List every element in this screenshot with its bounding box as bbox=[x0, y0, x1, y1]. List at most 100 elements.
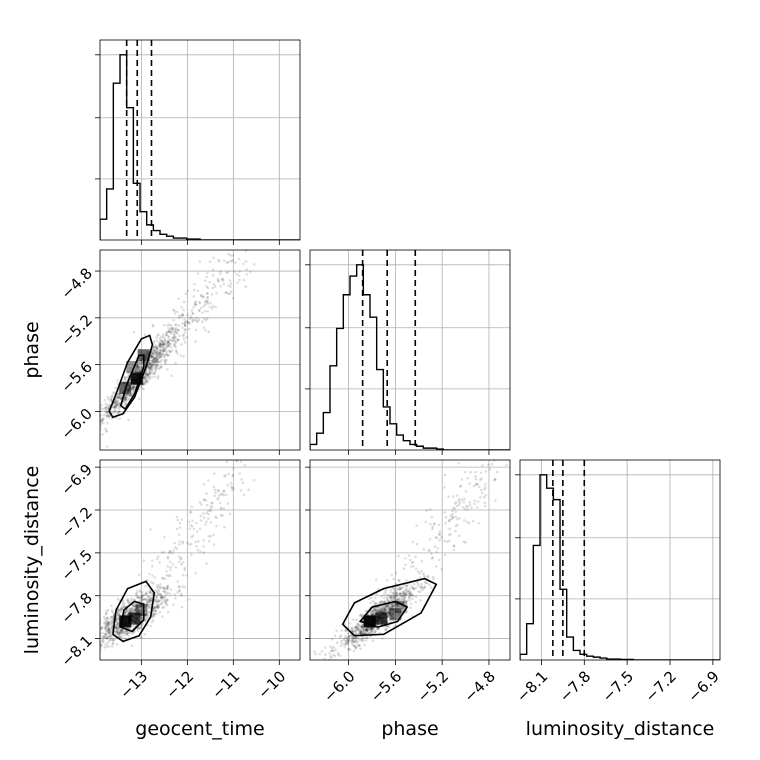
scatter-point bbox=[100, 414, 103, 417]
scatter-point bbox=[115, 630, 119, 633]
scatter-point bbox=[359, 629, 363, 632]
scatter-point bbox=[177, 533, 181, 536]
scatter-point bbox=[158, 351, 162, 354]
scatter-point bbox=[348, 637, 351, 640]
scatter-point bbox=[104, 627, 108, 631]
scatter-point bbox=[150, 365, 154, 369]
x-axis-label-phase: phase bbox=[381, 718, 438, 740]
scatter-point bbox=[183, 566, 187, 570]
scatter-point bbox=[129, 393, 132, 397]
scatter-point bbox=[138, 605, 142, 608]
scatter-point bbox=[354, 635, 358, 639]
scatter-point bbox=[117, 402, 120, 406]
scatter-point bbox=[185, 574, 188, 577]
scatter-point bbox=[120, 607, 123, 610]
scatter-point bbox=[401, 594, 405, 598]
scatter-point bbox=[153, 358, 157, 362]
scatter-point bbox=[117, 395, 120, 398]
scatter-point bbox=[168, 574, 172, 577]
scatter-point bbox=[150, 355, 154, 359]
scatter-point bbox=[137, 365, 140, 368]
scatter-point bbox=[105, 445, 109, 448]
scatter-point bbox=[428, 508, 432, 511]
scatter-point bbox=[163, 587, 166, 590]
scatter-point bbox=[346, 638, 350, 642]
scatter-point bbox=[197, 318, 201, 321]
scatter-point bbox=[153, 353, 156, 356]
scatter-point bbox=[394, 571, 398, 575]
scatter-point bbox=[148, 362, 151, 366]
scatter-point bbox=[398, 585, 401, 588]
scatter-point bbox=[89, 435, 92, 438]
x-axis-label-luminosity-distance: luminosity_distance bbox=[526, 718, 715, 740]
scatter-point bbox=[179, 557, 182, 561]
scatter-point bbox=[159, 353, 163, 356]
scatter-point bbox=[343, 642, 347, 646]
scatter-point bbox=[139, 365, 143, 369]
scatter-point bbox=[146, 613, 149, 617]
scatter-point bbox=[159, 343, 163, 347]
scatter-point bbox=[159, 593, 163, 596]
scatter-point bbox=[392, 602, 395, 606]
scatter-point bbox=[382, 610, 386, 613]
scatter-point bbox=[373, 609, 376, 612]
scatter-point bbox=[394, 603, 397, 607]
scatter-point bbox=[173, 344, 176, 348]
scatter-point bbox=[359, 630, 362, 634]
scatter-point bbox=[182, 355, 185, 358]
scatter-point bbox=[92, 631, 95, 634]
scatter-point bbox=[219, 272, 222, 276]
scatter-point bbox=[92, 636, 95, 639]
scatter-point bbox=[161, 345, 164, 348]
scatter-point bbox=[140, 617, 144, 620]
scatter-point bbox=[137, 368, 141, 372]
scatter-point bbox=[147, 366, 151, 369]
scatter-point bbox=[204, 319, 208, 322]
scatter-point bbox=[152, 348, 155, 351]
scatter-point bbox=[116, 628, 119, 631]
scatter-point bbox=[359, 632, 363, 636]
scatter-point bbox=[354, 647, 358, 650]
scatter-point bbox=[403, 596, 406, 600]
scatter-point bbox=[103, 636, 106, 639]
scatter-point bbox=[101, 635, 105, 638]
scatter-point bbox=[374, 596, 377, 600]
scatter-point bbox=[148, 591, 152, 595]
scatter-point bbox=[112, 411, 115, 415]
scatter-point bbox=[346, 642, 350, 645]
scatter-point bbox=[389, 594, 392, 598]
scatter-point bbox=[394, 582, 397, 586]
scatter-point bbox=[107, 407, 110, 410]
scatter-point bbox=[171, 336, 175, 339]
scatter-point bbox=[106, 629, 109, 633]
scatter-point bbox=[132, 598, 136, 601]
scatter-point bbox=[119, 396, 123, 399]
scatter-point bbox=[359, 638, 362, 642]
scatter-point bbox=[144, 376, 148, 380]
scatter-point bbox=[365, 610, 368, 613]
scatter-point bbox=[100, 626, 103, 629]
scatter-point bbox=[166, 341, 170, 345]
scatter-point bbox=[106, 622, 110, 625]
scatter-point bbox=[163, 354, 167, 358]
scatter-point bbox=[101, 626, 104, 629]
scatter-point bbox=[202, 516, 206, 519]
scatter-point bbox=[104, 633, 107, 636]
scatter-point bbox=[140, 594, 144, 598]
scatter-point bbox=[374, 608, 378, 612]
scatter-point bbox=[192, 306, 195, 309]
scatter-point bbox=[382, 601, 386, 604]
scatter-point bbox=[128, 627, 132, 630]
scatter-point bbox=[109, 618, 112, 622]
scatter-point bbox=[408, 596, 412, 599]
scatter-point bbox=[173, 329, 177, 332]
scatter-point bbox=[123, 397, 127, 401]
scatter-point bbox=[213, 488, 216, 492]
scatter-point bbox=[244, 250, 248, 253]
scatter-point bbox=[132, 610, 135, 613]
scatter-point bbox=[165, 350, 168, 354]
scatter-point bbox=[146, 578, 149, 582]
scatter-point bbox=[463, 497, 466, 501]
scatter-point bbox=[104, 643, 107, 646]
